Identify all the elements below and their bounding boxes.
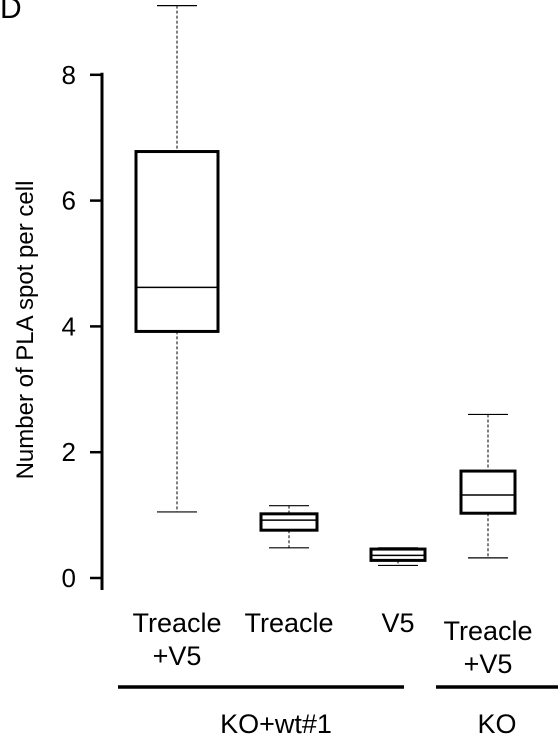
y-tick-label: 0 [62,563,76,593]
x-category-label-line: +V5 [153,641,202,671]
y-axis-title: Number of PLA spot per cell [12,181,39,480]
y-tick-label: 6 [62,186,76,216]
iqr-box [459,469,517,515]
group-brackets: KO+wt#1 KO [118,685,558,739]
box-1 [134,5,220,513]
box-3 [369,547,427,567]
box-4 [459,413,517,559]
y-tick-label: 2 [62,437,76,467]
box-2 [259,505,319,549]
iqr-box [259,512,319,532]
y-tick-label: 8 [62,60,76,90]
panel-label: D [0,0,22,25]
x-category-label-line: V5 [381,608,414,638]
y-axis: 0 2 4 6 8 [62,60,104,593]
x-category-label-line: +V5 [464,649,513,679]
iqr-box [134,150,220,333]
box-series [134,5,517,567]
group-label: KO+wt#1 [220,709,332,739]
x-category-label: Treacle [244,608,333,638]
x-category-label-line: Treacle [244,608,333,638]
group-label: KO [477,709,516,739]
x-category-label: V5 [381,608,414,638]
x-category-label: Treacle +V5 [443,616,532,679]
x-category-label-line: Treacle [443,616,532,646]
x-category-label: Treacle +V5 [132,608,221,671]
x-category-label-line: Treacle [132,608,221,638]
y-tick-label: 4 [62,311,76,341]
